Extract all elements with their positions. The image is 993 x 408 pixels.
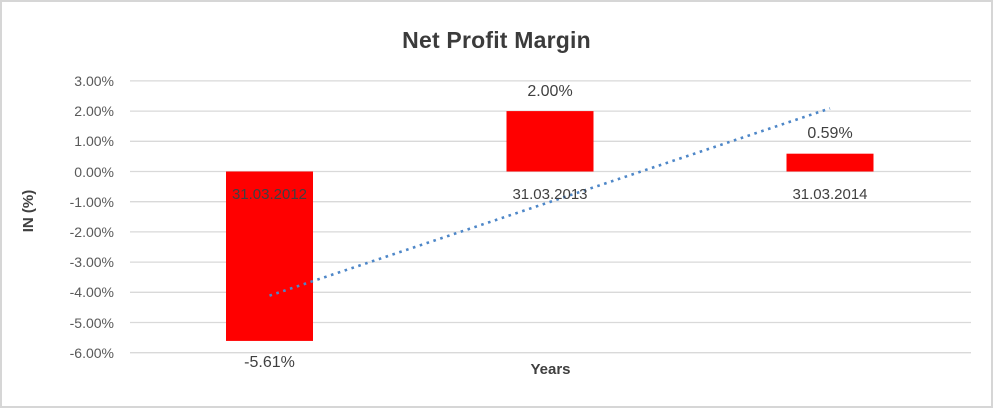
bar-31.03.2014[interactable] [786, 153, 874, 172]
trendline[interactable] [269, 107, 831, 297]
chart-title: Net Profit Margin [402, 27, 591, 53]
y-tick-label: 0.00% [74, 163, 114, 180]
data-label: 0.59% [807, 125, 853, 143]
y-tick-label: 3.00% [74, 72, 114, 89]
y-tick-label: -1.00% [69, 193, 114, 210]
category-label: 31.03.2013 [512, 186, 588, 203]
y-tick-label: -3.00% [69, 254, 114, 271]
data-label: -5.61% [244, 354, 295, 372]
y-tick-label: -5.00% [69, 314, 114, 331]
y-tick-label: -2.00% [69, 223, 114, 240]
data-label: 2.00% [527, 82, 573, 100]
y-tick-label: 2.00% [74, 103, 114, 120]
category-label: 31.03.2012 [231, 186, 308, 203]
bar-31.03.2012[interactable] [226, 171, 313, 341]
category-label: 31.03.2014 [792, 186, 868, 203]
x-axis-title: Years [530, 361, 571, 378]
y-tick-label: -4.00% [69, 284, 114, 301]
y-tick-label: 1.00% [74, 133, 114, 150]
y-tick-label: -6.00% [69, 344, 114, 361]
y-axis-title: IN (%) [20, 189, 37, 233]
bar-31.03.2013[interactable] [506, 111, 594, 172]
